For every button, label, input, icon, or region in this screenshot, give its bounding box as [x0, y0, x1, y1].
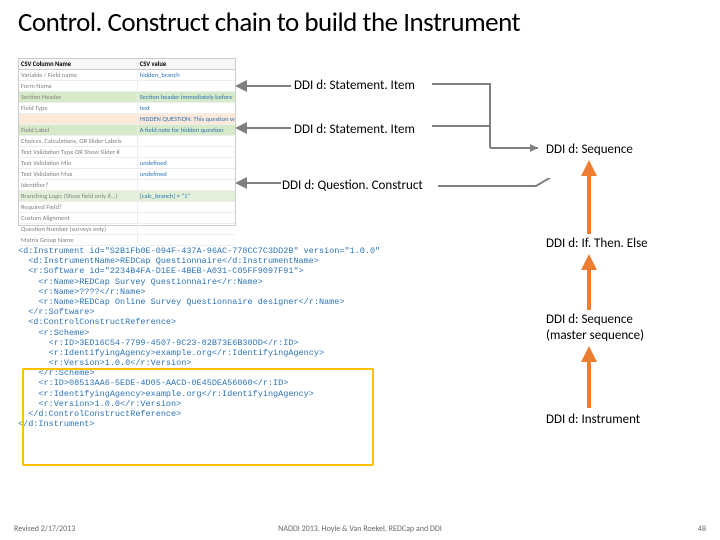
bracket-to-sequence — [430, 76, 542, 156]
table-row: Variable / Field namehidden_branch — [19, 70, 235, 81]
table-row: Text Validation Maxundefined — [19, 169, 235, 180]
table-header: CSV Column Name CSV value — [19, 59, 235, 70]
cell: Form Name — [19, 81, 138, 91]
code-line: <r:Name>REDCap Survey Questionnaire</r:N… — [18, 277, 380, 287]
cell — [138, 235, 235, 245]
table-row: Field LabelA field note for hidden quest… — [19, 125, 235, 136]
cell — [138, 136, 235, 146]
code-highlight — [22, 368, 374, 466]
cell: Section Header — [19, 92, 138, 102]
cell: Section header immediately before — [138, 92, 235, 102]
cell: Identifier? — [19, 180, 138, 190]
table-row: Field Typetext — [19, 103, 235, 114]
cell: text — [138, 103, 235, 113]
cell — [138, 202, 235, 212]
label-question-construct: DDI d: Question. Construct — [282, 178, 423, 193]
cell — [138, 81, 235, 91]
cell: Text Validation Min — [19, 158, 138, 168]
arrow-orange-3 — [574, 344, 604, 410]
label-sequence-2b: (master sequence) — [546, 328, 644, 343]
col-header-2: CSV value — [138, 59, 235, 69]
label-statement-2: DDI d: Statement. Item — [294, 122, 415, 137]
table-row: Section HeaderSection header immediately… — [19, 92, 235, 103]
page-title: Control. Construct chain to build the In… — [18, 6, 520, 39]
cell: Required Field? — [19, 202, 138, 212]
cell: undefined — [138, 169, 235, 179]
cell: undefined — [138, 158, 235, 168]
cell: Matrix Group Name — [19, 235, 138, 245]
code-line: <r:Version>1.0.0</r:Version> — [18, 358, 380, 368]
label-instrument: DDI d: Instrument — [546, 412, 640, 427]
cell — [19, 114, 138, 124]
arrow-orange-1 — [574, 158, 604, 236]
cell — [138, 224, 235, 234]
table-row: Required Field? — [19, 202, 235, 213]
table-row: HIDDEN QUESTION: This question will only… — [19, 114, 235, 125]
cell: Question Number (surveys only) — [19, 224, 138, 234]
code-line: <r:Scheme> — [18, 328, 380, 338]
table-row: Form Name — [19, 81, 235, 92]
cell: Text Validation Max — [19, 169, 138, 179]
label-statement-1: DDI d: Statement. Item — [294, 78, 415, 93]
cell: Custom Alignment — [19, 213, 138, 223]
code-line: <d:ControlConstructReference> — [18, 317, 380, 327]
table-row: Custom Alignment — [19, 213, 235, 224]
cell: Choices, Calculations, OR Slider Labels — [19, 136, 138, 146]
cell: Field Type — [19, 103, 138, 113]
table-row: Branching Logic (Show field only if...)[… — [19, 191, 235, 202]
label-sequence-2a: DDI d: Sequence — [546, 312, 633, 327]
code-line: <r:Name>REDCap Online Survey Questionnai… — [18, 297, 380, 307]
cell — [138, 180, 235, 190]
table-row: Choices, Calculations, OR Slider Labels — [19, 136, 235, 147]
table-row: Identifier? — [19, 180, 235, 191]
table-row: Text Validation Type OR Show Slider # — [19, 147, 235, 158]
arrow-table-stmt2 — [233, 118, 293, 138]
code-line: <d:Instrument id="S2B1Fb0E-094F-437A-96A… — [18, 246, 380, 256]
slide: Control. Construct chain to build the In… — [0, 0, 720, 540]
footer-center: NADDI 2013, Hoyle & Van Roekel, REDCap a… — [0, 524, 720, 534]
cell: Field Label — [19, 125, 138, 135]
footer-right: 48 — [698, 524, 706, 534]
code-line: <r:IdentifyingAgency>example.org</r:Iden… — [18, 348, 380, 358]
table-row: Matrix Group Name — [19, 235, 235, 246]
label-ifthenelse: DDI d: If. Then. Else — [546, 236, 648, 251]
code-line: <r:Name>????</r:Name> — [18, 287, 380, 297]
cell: hidden_branch — [138, 70, 235, 80]
col-header-1: CSV Column Name — [19, 59, 138, 69]
label-sequence-1: DDI d: Sequence — [546, 142, 633, 157]
cell: Branching Logic (Show field only if...) — [19, 191, 138, 201]
cell: [calc_branch] = "1" — [138, 191, 235, 201]
code-line: <r:Software id="2234B4FA-D1EE-4BEB-A031-… — [18, 266, 380, 276]
arrow-orange-2 — [574, 252, 604, 312]
cell: Text Validation Type OR Show Slider # — [19, 147, 138, 157]
cell — [138, 147, 235, 157]
arrow-qc-to-seq — [436, 178, 596, 218]
arrow-table-qc — [233, 173, 283, 193]
cell: A field note for hidden question — [138, 125, 235, 135]
table-row: Text Validation Minundefined — [19, 158, 235, 169]
code-line: <r:ID>3ED16C54-7799-4507-9C23-82B73E6B30… — [18, 338, 380, 348]
table-row: Question Number (surveys only) — [19, 224, 235, 235]
arrow-table-stmt1 — [233, 76, 293, 96]
cell: Variable / Field name — [19, 70, 138, 80]
code-line: <d:InstrumentName>REDCap Questionnaire</… — [18, 256, 380, 266]
cell: HIDDEN QUESTION: This question will only… — [138, 114, 235, 124]
csv-table: CSV Column Name CSV value Variable / Fie… — [18, 58, 236, 226]
code-line: </r:Software> — [18, 307, 380, 317]
cell — [138, 213, 235, 223]
